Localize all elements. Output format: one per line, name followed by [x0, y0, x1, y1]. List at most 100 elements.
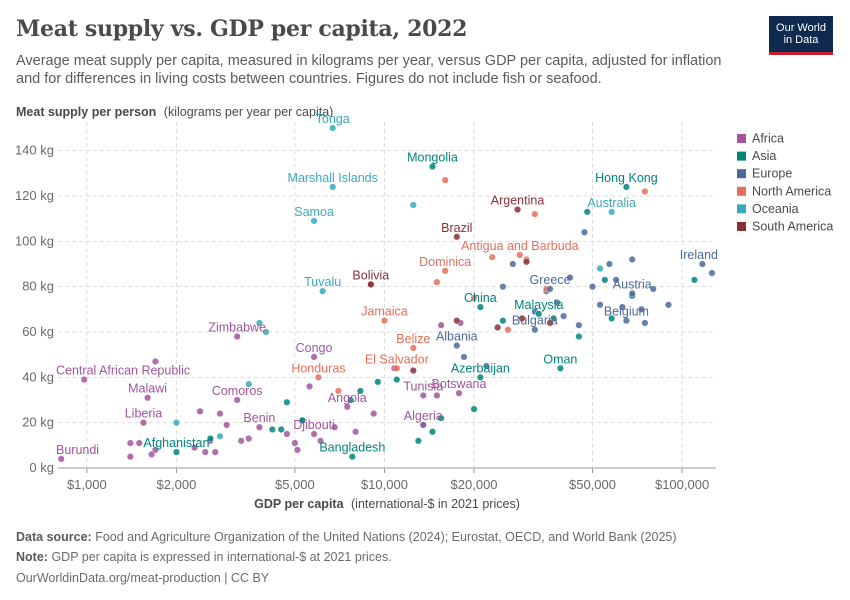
- point-label: Mongolia: [407, 151, 458, 165]
- data-point: [80, 376, 88, 384]
- data-point: [546, 285, 554, 293]
- data-point: [453, 317, 461, 325]
- point-label: Argentina: [491, 194, 545, 208]
- data-point: [419, 421, 427, 429]
- point-label: Greece: [530, 273, 571, 287]
- data-point: [144, 394, 152, 402]
- y-axis-label: Meat supply per person (kilograms per ye…: [16, 105, 333, 119]
- point-label: Benin: [243, 411, 275, 425]
- data-point: [499, 283, 507, 291]
- data-point: [135, 439, 143, 447]
- x-tick-label: $10,000: [361, 477, 408, 492]
- legend-swatch: [737, 222, 746, 231]
- data-point: [126, 453, 134, 461]
- data-point: [233, 333, 241, 341]
- data-point: [126, 439, 134, 447]
- x-tick-label: $20,000: [451, 477, 498, 492]
- data-point: [560, 312, 568, 320]
- owid-logo[interactable]: Our World in Data: [769, 16, 833, 55]
- data-point: [441, 176, 449, 184]
- y-tick-label: 40 kg: [22, 369, 54, 384]
- point-label: Central African Republic: [56, 364, 190, 378]
- data-point: [553, 299, 561, 307]
- data-point: [172, 419, 180, 427]
- data-point: [151, 357, 159, 365]
- point-label: Malaysia: [514, 298, 563, 312]
- data-point: [556, 364, 564, 372]
- data-point: [223, 421, 231, 429]
- data-point: [482, 362, 490, 370]
- data-point: [317, 437, 325, 445]
- data-point: [314, 373, 322, 381]
- data-point: [641, 319, 649, 327]
- data-point: [470, 294, 478, 302]
- footer-url[interactable]: OurWorldinData.org/meat-production | CC …: [16, 571, 270, 585]
- legend-label: Europe: [752, 167, 792, 181]
- data-point: [649, 285, 657, 293]
- data-point: [409, 344, 417, 352]
- data-point: [57, 455, 65, 463]
- data-point: [522, 258, 530, 266]
- point-label: Hong Kong: [595, 171, 658, 185]
- legend-swatch: [737, 169, 746, 179]
- data-point: [622, 183, 630, 191]
- logo-line-2: in Data: [783, 34, 819, 46]
- data-point: [575, 333, 583, 341]
- data-point: [148, 450, 156, 458]
- data-point: [531, 326, 539, 334]
- data-point: [370, 410, 378, 418]
- y-tick-label: 0 kg: [29, 460, 54, 475]
- data-point: [504, 326, 512, 334]
- y-axis-label-unit: (kilograms per year per capita): [164, 105, 334, 119]
- footer-note: Note: GDP per capita is expressed in int…: [16, 550, 392, 564]
- data-point: [698, 260, 706, 268]
- data-point: [605, 260, 613, 268]
- point-label: Belize: [396, 332, 430, 346]
- data-point: [255, 423, 263, 431]
- point-label: Botswana: [432, 377, 487, 391]
- data-point: [531, 210, 539, 218]
- data-point: [172, 448, 180, 456]
- point-label: Marshall Islands: [288, 171, 378, 185]
- data-point: [216, 432, 224, 440]
- point-label: Brazil: [441, 221, 472, 235]
- point-label: El Salvador: [365, 352, 429, 366]
- data-point: [262, 328, 270, 336]
- data-point: [428, 163, 436, 171]
- data-point: [331, 423, 339, 431]
- data-point: [708, 269, 716, 277]
- legend-label: Africa: [752, 132, 784, 146]
- data-point: [310, 217, 318, 225]
- data-point: [566, 274, 574, 282]
- data-point: [352, 428, 360, 436]
- chart-title: Meat supply vs. GDP per capita, 2022: [16, 16, 468, 42]
- data-point: [455, 389, 463, 397]
- data-point: [433, 391, 441, 399]
- point-label: Samoa: [294, 205, 334, 219]
- point-label: Malawi: [128, 382, 167, 396]
- data-point: [608, 208, 616, 216]
- data-point: [201, 448, 209, 456]
- legend-label: North America: [752, 184, 831, 198]
- data-point: [409, 201, 417, 209]
- y-tick-label: 20 kg: [22, 415, 54, 430]
- y-tick-label: 100 kg: [15, 233, 54, 248]
- y-tick-label: 120 kg: [15, 188, 54, 203]
- data-point: [518, 314, 526, 322]
- data-point: [268, 425, 276, 433]
- data-point: [488, 253, 496, 261]
- point-label: Dominica: [419, 255, 471, 269]
- point-label: Djibouti: [293, 418, 335, 432]
- data-point: [319, 287, 327, 295]
- data-point: [329, 124, 337, 132]
- data-point: [211, 448, 219, 456]
- data-point: [428, 428, 436, 436]
- point-label: Austria: [613, 277, 652, 291]
- data-point: [245, 380, 253, 388]
- data-point: [460, 353, 468, 361]
- x-axis-label-bold: GDP per capita: [254, 497, 344, 511]
- data-point: [393, 376, 401, 384]
- data-point: [393, 364, 401, 372]
- data-point: [664, 301, 672, 309]
- data-point: [618, 303, 626, 311]
